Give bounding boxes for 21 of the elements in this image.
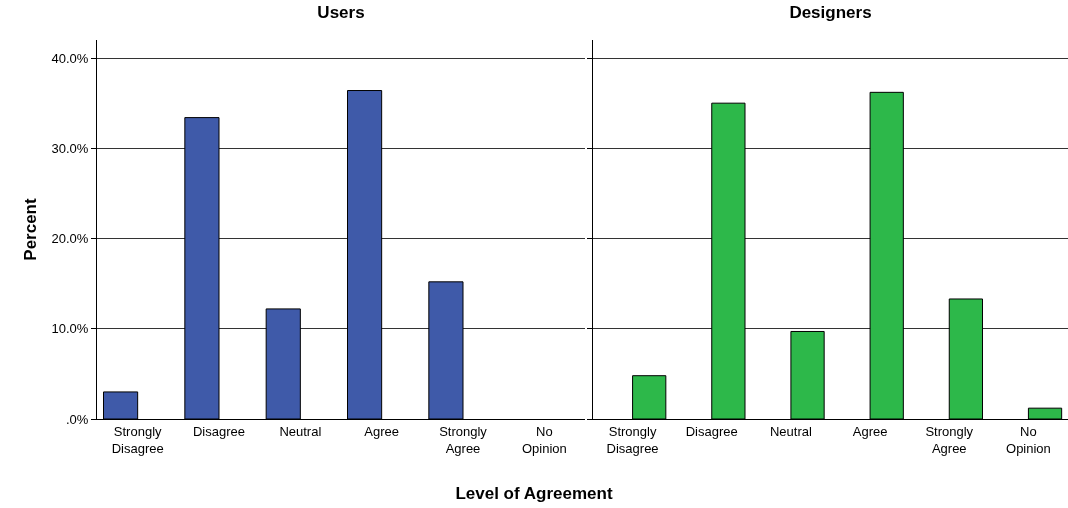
y-axis-title: Percent	[21, 197, 41, 261]
x-tick-label: Strongly Agree	[439, 423, 488, 456]
x-axis-title: Level of Agreement	[454, 484, 614, 504]
x-tick-label: Neutral	[279, 423, 322, 439]
x-tick-label: Disagree	[685, 423, 738, 439]
y-tick-label: .0%	[65, 411, 89, 427]
x-tick-label: Strongly Disagree	[606, 423, 659, 456]
x-tick-label: Disagree	[192, 423, 246, 439]
x-tick-label: Strongly Disagree	[111, 423, 164, 456]
x-tick-label: No Opinion	[1006, 423, 1051, 456]
y-tick-label: 10.0%	[51, 321, 89, 337]
chart-title: Users	[317, 3, 365, 22]
y-tick-label: 30.0%	[51, 140, 89, 156]
y-tick-label: 40.0%	[51, 50, 89, 66]
x-tick-label: Agree	[364, 423, 400, 439]
x-tick-label: Strongly Agree	[925, 423, 974, 456]
x-tick-label: Neutral	[769, 423, 812, 439]
y-tick-label: 20.0%	[51, 231, 89, 247]
x-tick-label: Agree	[852, 423, 888, 439]
chart-title: Designers	[789, 3, 872, 22]
x-tick-label: No Opinion	[521, 423, 567, 456]
